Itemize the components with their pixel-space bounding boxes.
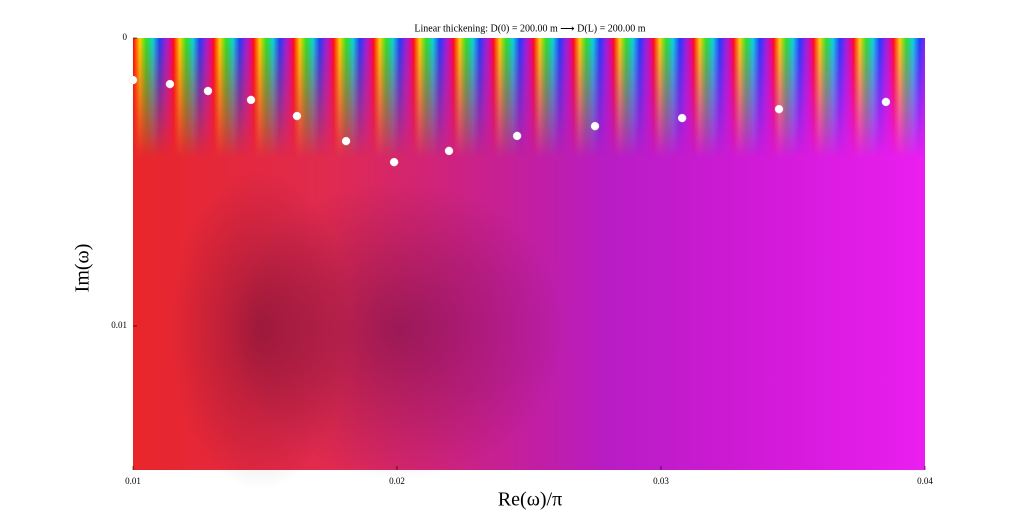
- eigenvalue-point: [292, 111, 302, 121]
- eigenvalue-point: [246, 95, 256, 105]
- eigenvalue-point: [203, 86, 213, 96]
- eigenvalue-point: [341, 136, 351, 146]
- eigenvalue-point: [128, 75, 138, 85]
- x-tick-label: 0.03: [653, 476, 669, 486]
- eigenvalue-point: [389, 157, 399, 167]
- eigenvalue-point: [590, 121, 600, 131]
- x-tick-label: 0.04: [917, 476, 933, 486]
- eigenvalue-point: [165, 79, 175, 89]
- x-tick-label: 0.02: [389, 476, 405, 486]
- x-axis-label: Re(ω)/π: [498, 489, 562, 511]
- eigenvalue-point: [444, 146, 454, 156]
- plot-background: [133, 38, 925, 490]
- x-tick-label: 0.01: [125, 476, 141, 486]
- chart-title: Linear thickening: D(0) = 200.00 m ⟶ D(L…: [414, 23, 645, 34]
- y-tick-label: 0.01: [111, 320, 127, 330]
- eigenvalue-point: [774, 104, 784, 114]
- eigenvalue-point: [677, 113, 687, 123]
- eigenvalue-point: [881, 97, 891, 107]
- y-axis-label: Im(ω): [72, 244, 94, 293]
- y-tick-label: 0: [123, 32, 128, 42]
- eigenvalue-point: [512, 131, 522, 141]
